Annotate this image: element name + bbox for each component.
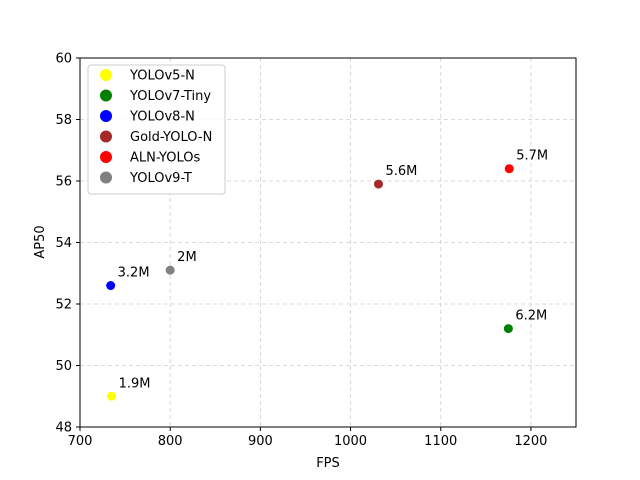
data-point [504, 164, 514, 174]
data-point [165, 265, 175, 275]
legend-marker [100, 151, 112, 163]
y-axis-title: AP50 [33, 225, 48, 258]
legend-marker [100, 130, 112, 143]
y-axis: 48 50 52 54 56 58 60 [55, 52, 80, 436]
data-point [374, 179, 384, 189]
x-tick-label: 1000 [334, 434, 367, 449]
x-axis-title: FPS [316, 456, 340, 471]
x-axis: 700 800 900 1000 1100 1200 [68, 427, 547, 449]
data-label: 5.6M [386, 164, 418, 179]
x-tick-label: 700 [68, 434, 93, 449]
y-tick-label: 48 [55, 421, 72, 436]
legend-entry: YOLOv7-Tiny [129, 89, 211, 104]
y-tick-label: 56 [55, 175, 72, 190]
legend-entry: Gold-YOLO-N [130, 130, 212, 145]
data-label: 2M [177, 250, 197, 265]
legend-marker [100, 110, 112, 122]
y-tick-label: 60 [55, 52, 72, 67]
legend-marker [100, 69, 112, 81]
x-tick-label: 1200 [514, 434, 547, 449]
legend-frame [87, 64, 226, 195]
legend-entry: ALN-YOLOs [130, 151, 200, 166]
y-tick-label: 54 [55, 236, 72, 251]
legend: YOLOv5-N YOLOv7-Tiny YOLOv8-N Gold-YOLO-N AL… [87, 64, 226, 195]
legend-entry: YOLOv8-N [129, 110, 195, 125]
data-label: 6.2M [515, 309, 547, 324]
data-point [503, 324, 513, 334]
legend-marker [100, 171, 112, 184]
legend-entry: YOLOv5-N [129, 69, 195, 84]
y-tick-label: 50 [55, 359, 72, 374]
y-tick-label: 52 [55, 298, 72, 313]
x-tick-label: 1100 [424, 434, 457, 449]
data-point [106, 281, 116, 291]
x-tick-label: 800 [158, 434, 183, 449]
data-label: 5.7M [516, 149, 548, 164]
data-point [107, 391, 117, 401]
y-tick-label: 58 [55, 113, 72, 128]
legend-marker [100, 89, 112, 102]
x-tick-label: 900 [248, 434, 273, 449]
data-points: 1.9M 6.2M 3.2M 5.6M 5.7M 2M [106, 149, 548, 401]
data-label: 3.2M [118, 266, 150, 281]
data-label: 1.9M [119, 376, 151, 391]
legend-entry: YOLOv9-T [129, 171, 192, 186]
